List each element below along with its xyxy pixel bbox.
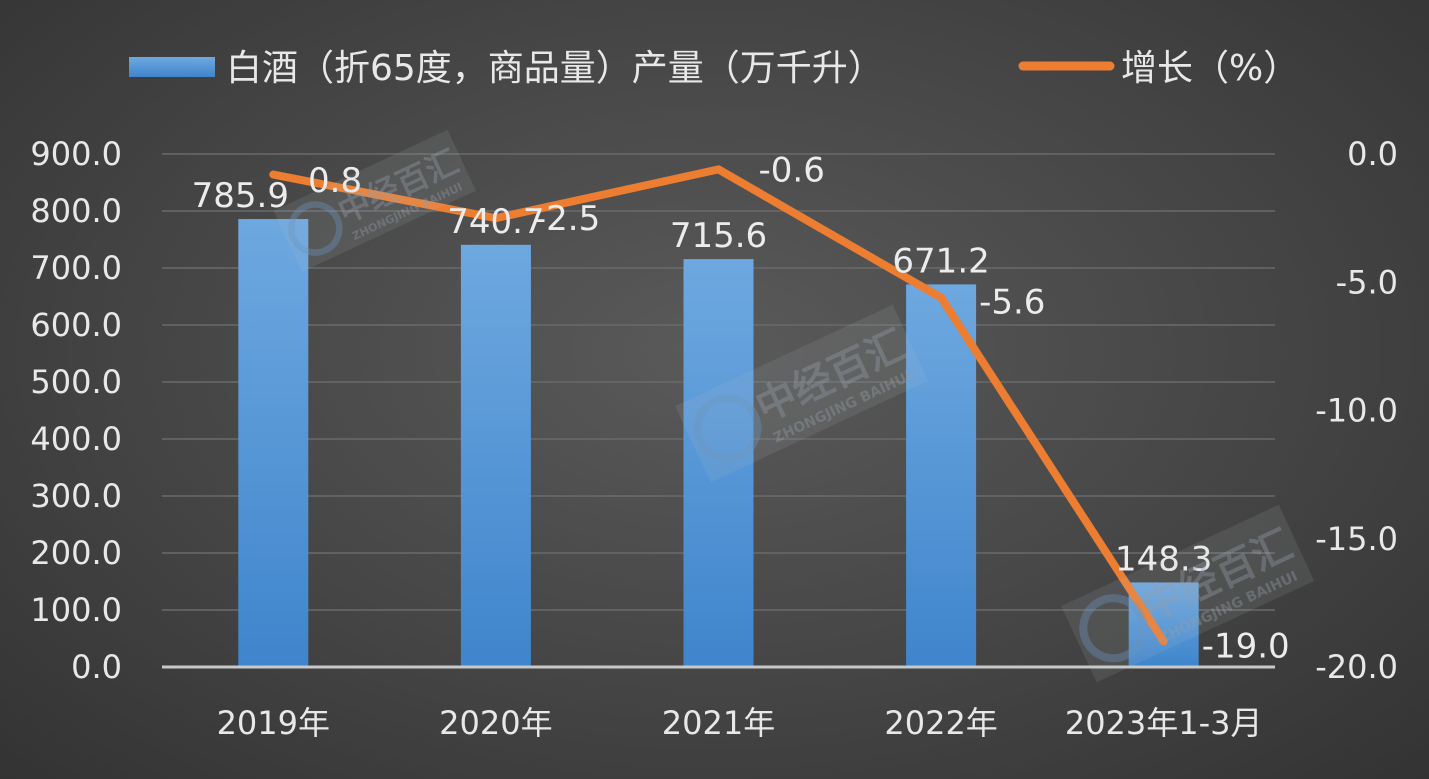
line-point [271,172,276,177]
bar [238,219,309,668]
bar [1128,582,1199,667]
y-left-tick-label: 300.0 [30,477,122,515]
y-left-tick-label: 600.0 [30,306,122,344]
bar [906,284,977,667]
y-left-tick-label: 0.0 [71,648,122,686]
watermark-logo-icon [693,394,762,463]
watermark-plate [1061,504,1315,683]
line-point [939,295,944,300]
legend-line-label: 增长（%） [1121,48,1299,89]
watermark-logo-icon [288,201,343,256]
x-tick-label: 2020年 [439,704,552,742]
axes: 0.0 100.0 200.0 300.0 400.0 500.0 600.0 700.0 80… [30,135,1398,742]
x-tick-label: 2023年1-3月 [1065,704,1263,742]
legend-bar-swatch [129,57,215,77]
watermark-plate [273,129,476,272]
legend: 白酒（折65度，商品量）产量（万千升） 增长（%） [129,48,1299,89]
y-left-tick-label: 400.0 [30,420,122,458]
watermark-logo-icon [1079,594,1148,663]
bar-data-label: 740.7 [447,202,544,242]
y-right-tick-label: -10.0 [1315,392,1398,430]
line-point [1161,639,1166,644]
y-left-tick-label: 900.0 [30,135,122,173]
y-left-tick-label: 800.0 [30,192,122,230]
y-left-tick-label: 700.0 [30,249,122,287]
y-right-tick-label: 0.0 [1347,135,1398,173]
bar-data-label: 715.6 [670,216,767,256]
bar [460,244,531,667]
x-tick-label: 2019年 [217,704,330,742]
line-data-label: -19.0 [1202,626,1290,666]
bar-data-label: 671.2 [892,241,989,281]
data-labels: 785.9 740.7 715.6 671.2 148.3 0.8 -2.5 -0.6 -5.6… [192,150,1290,666]
y-right-tick-label: -15.0 [1315,520,1398,558]
line-point [716,167,721,172]
bar-data-label: 785.9 [192,176,289,216]
line-data-label: -2.5 [534,199,600,239]
y-left-tick-label: 100.0 [30,591,122,629]
x-tick-label: 2022年 [884,704,997,742]
y-left-tick-label: 200.0 [30,534,122,572]
y-right-tick-label: -20.0 [1315,648,1398,686]
line-data-label: -0.6 [759,150,825,190]
x-tick-label: 2021年 [662,704,775,742]
y-right-tick-label: -5.0 [1336,263,1398,301]
line-point [493,216,498,221]
watermark-plate [675,304,929,483]
y-left-tick-label: 500.0 [30,363,122,401]
line-data-label: 0.8 [308,161,362,201]
bar-series [238,219,1199,668]
line-series [269,165,1168,646]
legend-bar-label: 白酒（折65度，商品量）产量（万千升） [226,48,884,89]
bar [683,259,754,667]
bar-data-label: 148.3 [1115,539,1212,579]
line-data-label: -5.6 [979,283,1045,323]
